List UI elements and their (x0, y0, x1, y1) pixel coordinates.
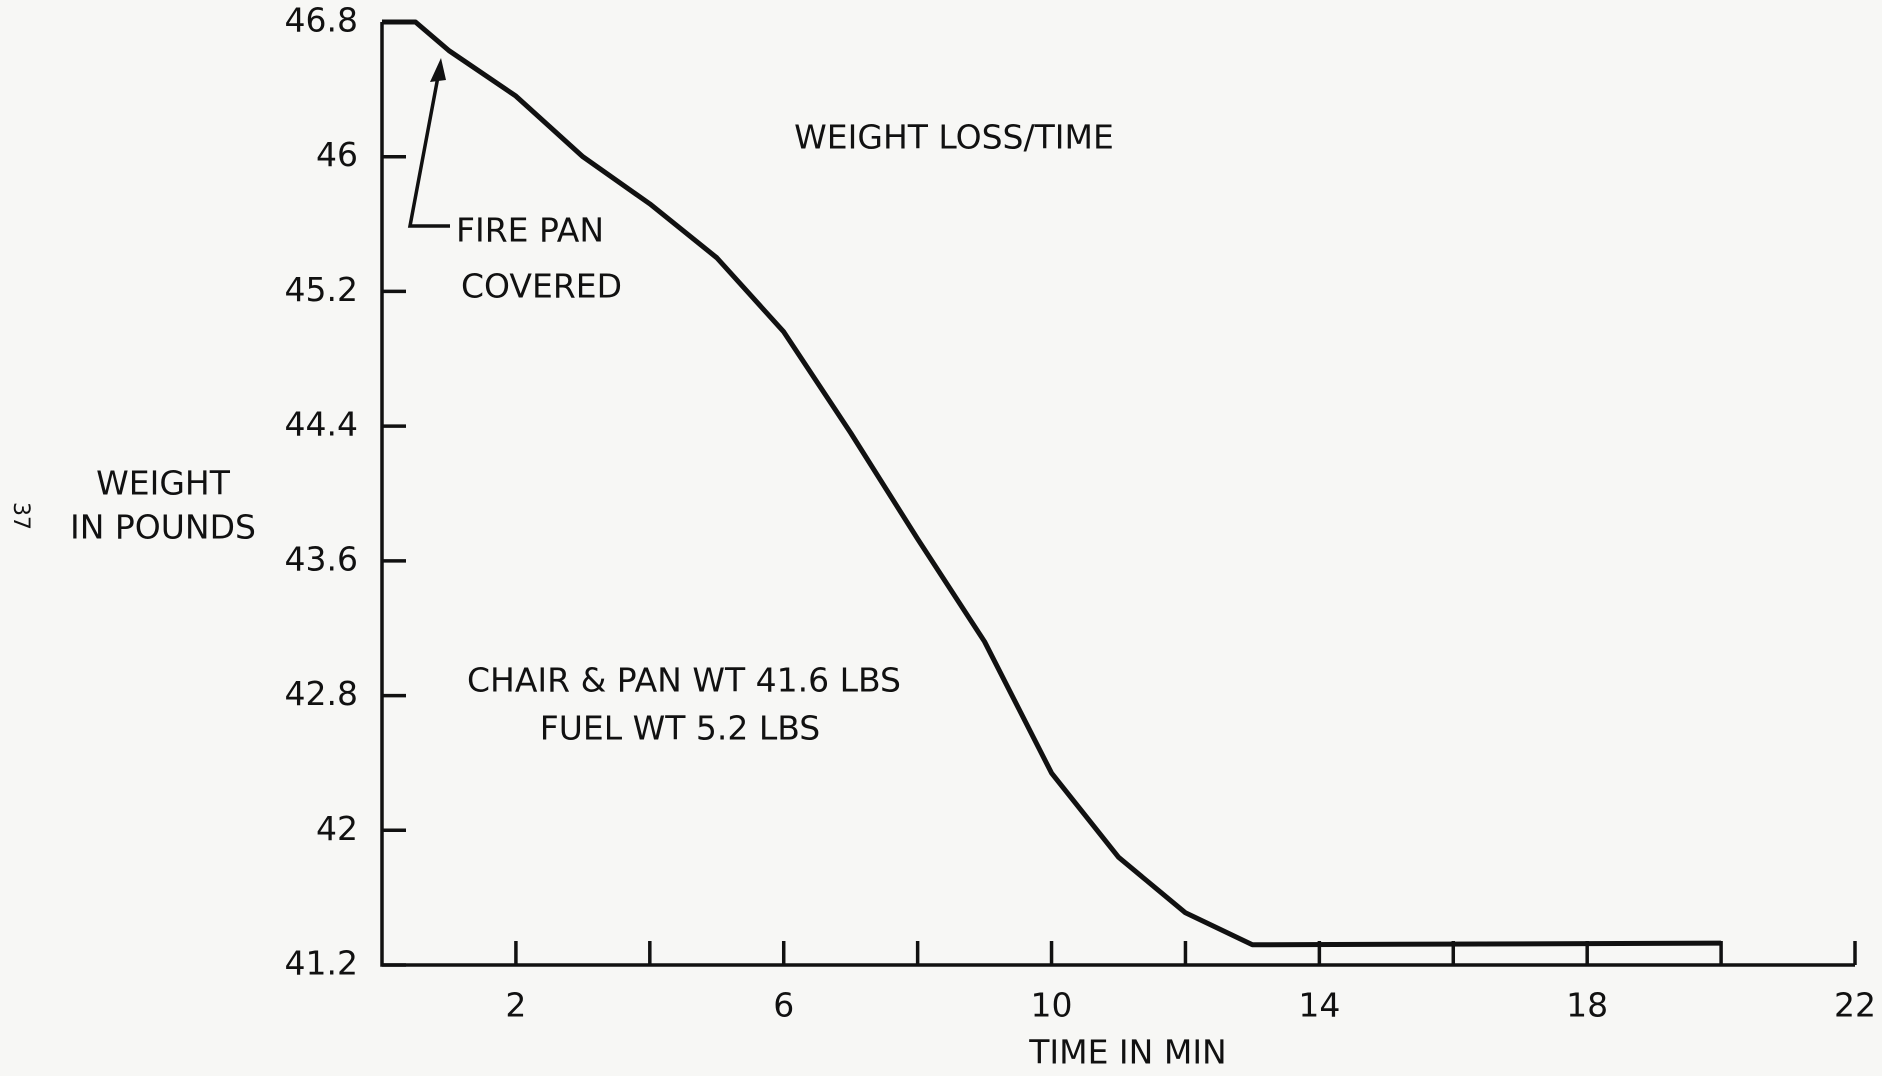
annotation: FUEL WT 5.2 LBS (540, 709, 821, 748)
annotation: CHAIR & PAN WT 41.6 LBS (467, 661, 901, 700)
arrow-head (430, 58, 446, 82)
y-axis-label: IN POUNDS (70, 508, 256, 547)
y-tick-label: 42 (316, 809, 358, 848)
y-tick-label: 44.4 (285, 405, 358, 444)
x-tick-label: 2 (505, 986, 526, 1025)
y-tick-label: 42.8 (285, 674, 358, 713)
x-axis-label: TIME IN MIN (1028, 1033, 1227, 1072)
y-tick-label: 45.2 (285, 270, 358, 309)
y-axis-label: WEIGHT (96, 464, 231, 503)
y-tick-label: 43.6 (285, 539, 358, 578)
page-number: 37 (8, 502, 33, 530)
annotation: COVERED (461, 267, 622, 306)
x-tick-label: 6 (773, 986, 794, 1025)
x-tick-label: 22 (1834, 986, 1876, 1025)
annotation: FIRE PAN (456, 211, 604, 250)
annotation-arrow (407, 65, 450, 228)
y-tick-label: 46 (316, 135, 358, 174)
axes (380, 22, 1855, 967)
y-tick-label: 46.8 (285, 1, 358, 40)
x-tick-label: 18 (1566, 986, 1608, 1025)
x-tick-label: 10 (1031, 986, 1073, 1025)
data-line (382, 19, 1722, 948)
chart-title: WEIGHT LOSS/TIME (794, 118, 1114, 157)
y-tick-label: 41.2 (285, 944, 358, 983)
x-tick-label: 14 (1298, 986, 1340, 1025)
